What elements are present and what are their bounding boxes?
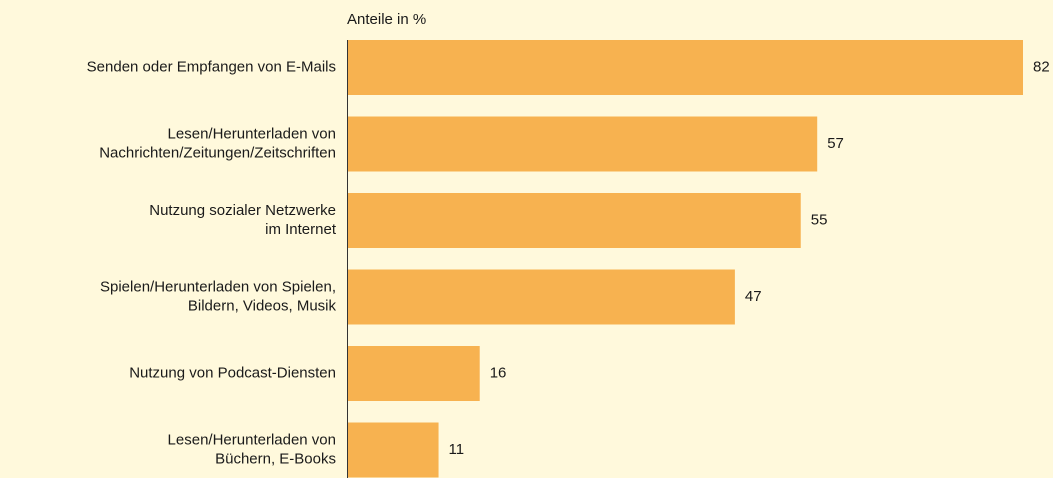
bar [348,193,801,248]
category-label: Lesen/Herunterladen von [168,125,336,142]
bar [348,346,480,401]
category-label: Büchern, E-Books [215,450,336,467]
bar [348,422,439,478]
category-label: Senden oder Empfangen von E-Mails [87,58,336,75]
category-label: im Internet [265,221,337,238]
bar [348,116,818,172]
category-label: Bildern, Videos, Musik [188,297,337,314]
category-label: Nutzung von Podcast-Diensten [129,364,336,381]
value-label: 47 [745,288,762,305]
value-label: 55 [811,211,828,228]
bar [348,40,1023,95]
category-label: Nutzung sozialer Netzwerke [149,202,336,219]
axis-label: Anteile in % [347,11,426,28]
category-label: Lesen/Herunterladen von [168,431,336,448]
category-label: Nachrichten/Zeitungen/Zeitschriften [99,144,336,161]
value-label: 11 [449,441,465,458]
value-label: 82 [1033,58,1050,75]
value-label: 57 [827,135,844,152]
value-label: 16 [490,364,507,381]
category-label: Spielen/Herunterladen von Spielen, [100,278,336,295]
bar [348,269,735,325]
